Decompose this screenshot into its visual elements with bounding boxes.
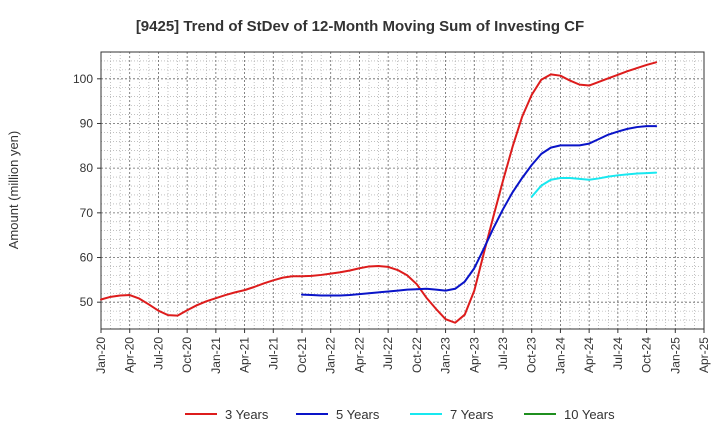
y-tick-label: 80 — [80, 161, 94, 175]
x-tick-label: Apr-20 — [123, 337, 137, 373]
series-lines — [100, 61, 658, 324]
y-tick-label: 70 — [80, 206, 94, 220]
x-tick-label: Jan-25 — [668, 337, 682, 374]
legend-label: 3 Years — [225, 407, 269, 422]
plot-area-frame — [100, 51, 705, 330]
x-tick-label: Jan-20 — [94, 337, 108, 374]
x-tick-label: Jan-21 — [209, 337, 223, 374]
x-tick-label: Jul-23 — [496, 337, 510, 370]
x-tick-label: Apr-24 — [582, 337, 596, 373]
x-axis-ticks: Jan-20 Apr-20 Jul-20 Oct-20 Jan-21 Apr-21 Jul-… — [94, 329, 711, 374]
x-tick-label: Jul-24 — [611, 337, 625, 370]
x-tick-label: Jan-24 — [553, 337, 567, 374]
x-tick-label: Apr-23 — [467, 337, 481, 373]
y-tick-label: 100 — [73, 72, 93, 86]
x-tick-label: Oct-24 — [640, 337, 654, 373]
x-tick-label: Jul-21 — [266, 337, 280, 370]
legend-label: 5 Years — [336, 407, 380, 422]
y-tick-label: 60 — [80, 251, 94, 265]
grid-lines — [101, 51, 704, 330]
x-tick-label: Apr-25 — [697, 337, 711, 373]
x-tick-label: Jul-22 — [381, 337, 395, 370]
y-axis-ticks: 50 60 70 80 90 100 — [73, 72, 101, 309]
series-line-7-years — [530, 171, 658, 198]
series-line-3-years — [100, 61, 658, 324]
y-axis-label: Amount (million yen) — [6, 131, 21, 250]
series-line-5-years — [301, 125, 658, 297]
y-tick-label: 50 — [80, 295, 94, 309]
x-tick-label: Apr-22 — [352, 337, 366, 373]
legend: 3 Years 5 Years 7 Years 10 Years — [185, 407, 615, 422]
x-tick-label: Jul-20 — [151, 337, 165, 370]
x-tick-label: Jan-22 — [324, 337, 338, 374]
y-tick-label: 90 — [80, 116, 94, 130]
legend-label: 7 Years — [450, 407, 494, 422]
x-tick-label: Oct-23 — [525, 337, 539, 373]
chart-title: [9425] Trend of StDev of 12-Month Moving… — [136, 18, 584, 35]
x-tick-label: Jan-23 — [439, 337, 453, 374]
x-tick-label: Oct-22 — [410, 337, 424, 373]
x-tick-label: Apr-21 — [238, 337, 252, 373]
x-tick-label: Oct-21 — [295, 337, 309, 373]
legend-label: 10 Years — [564, 407, 615, 422]
x-tick-label: Oct-20 — [180, 337, 194, 373]
